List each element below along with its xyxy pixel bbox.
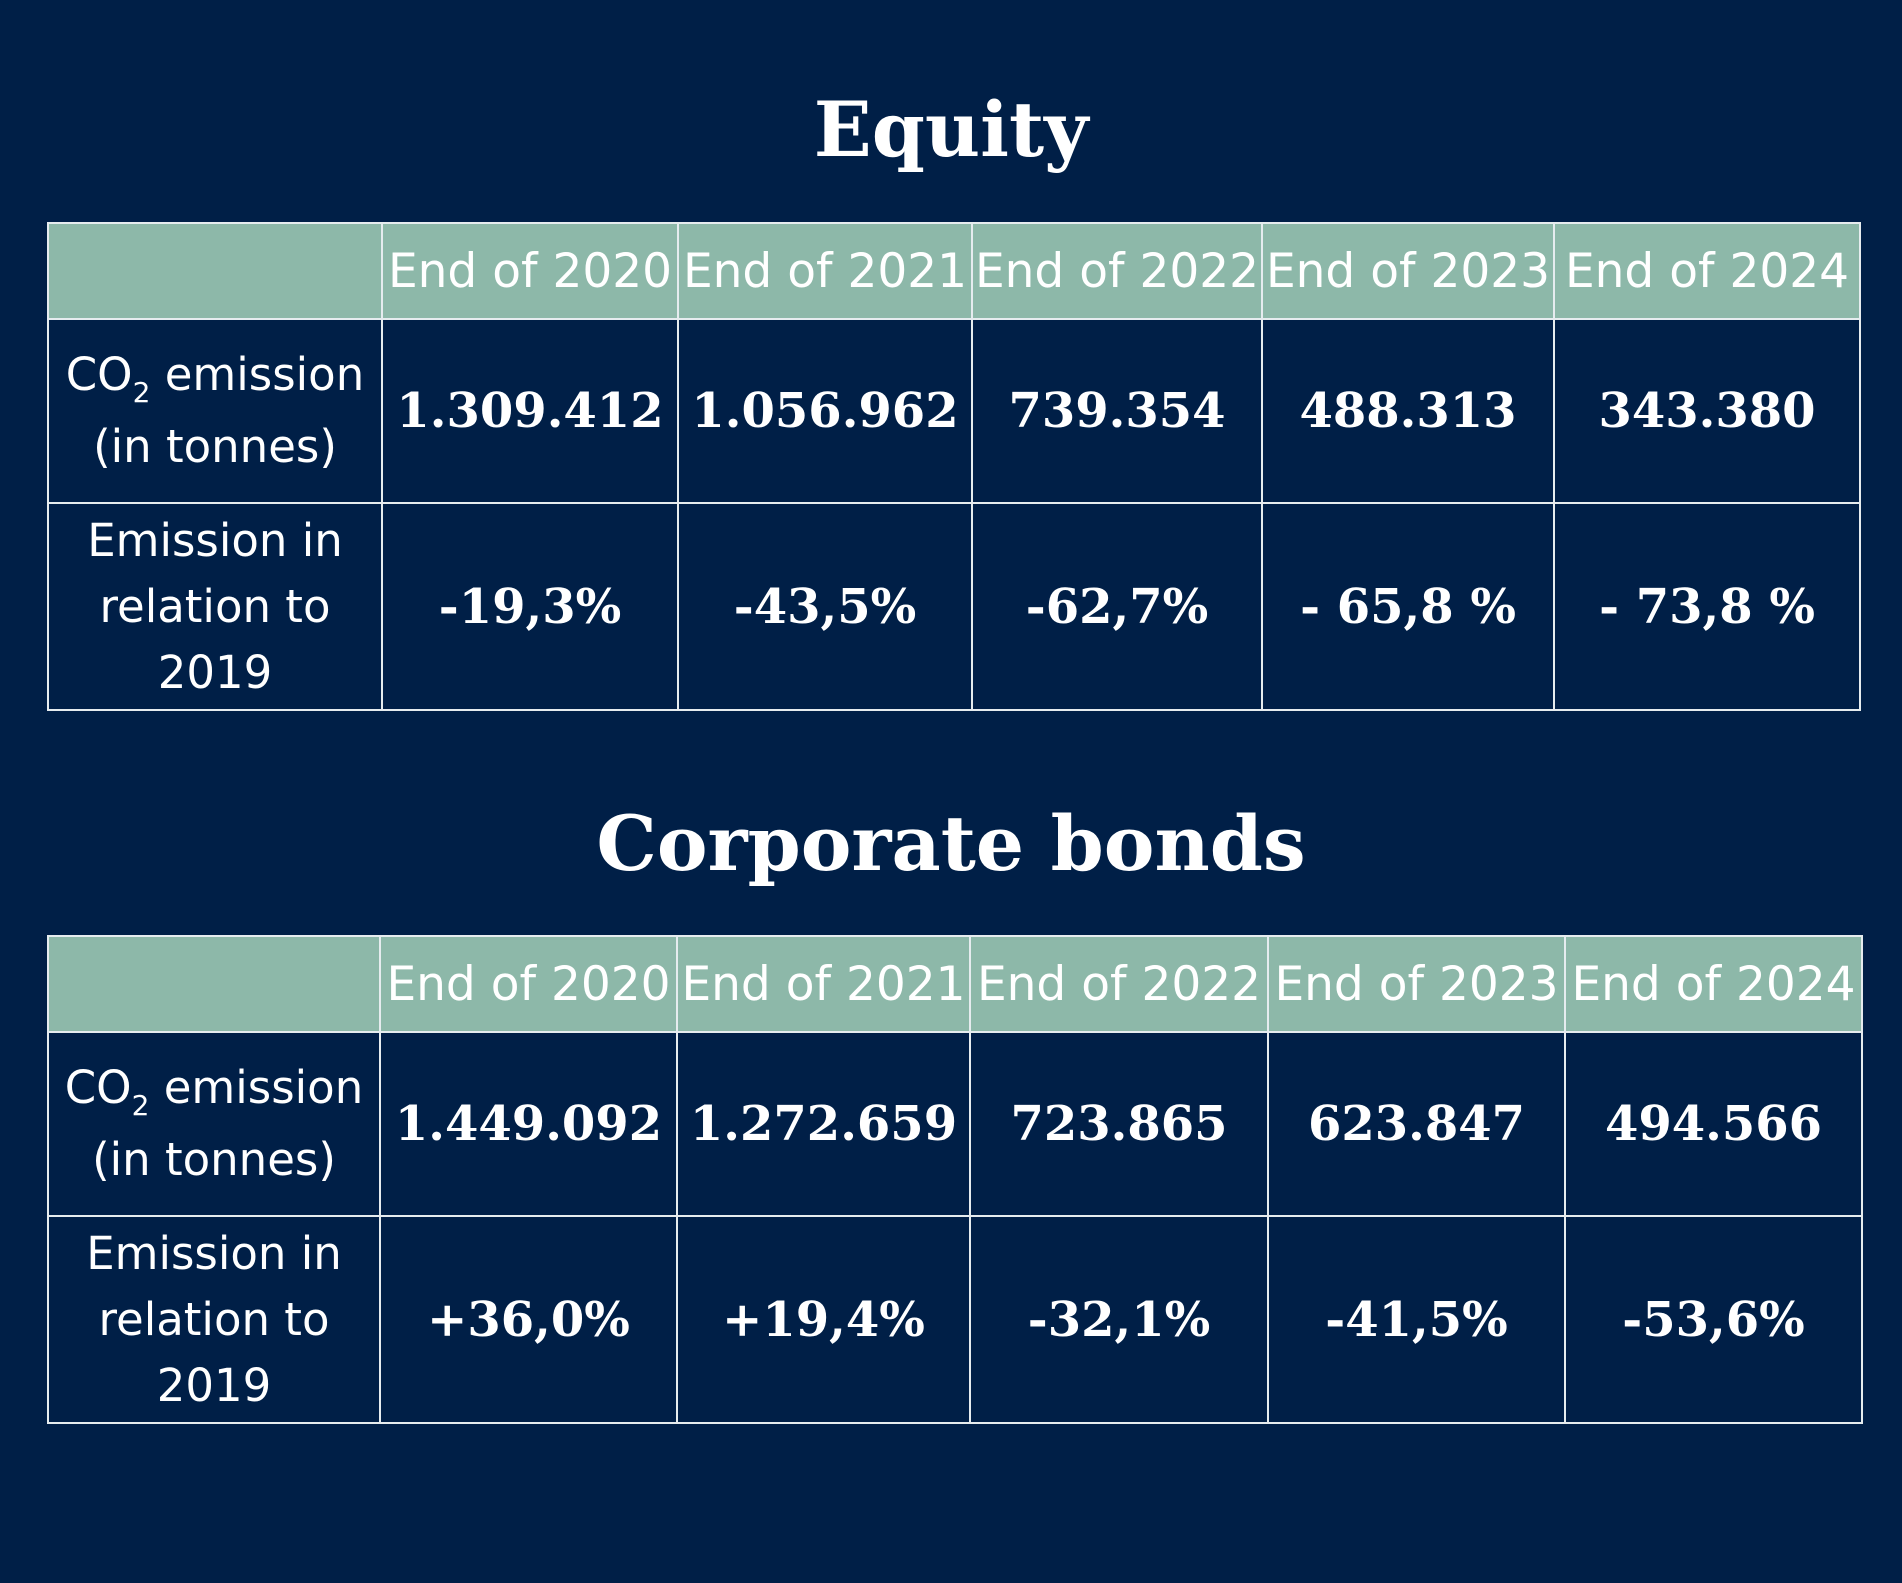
- equity-table: End of 2020 End of 2021 End of 2022 End …: [47, 222, 1861, 711]
- bonds-table: End of 2020 End of 2021 End of 2022 End …: [47, 935, 1863, 1424]
- bonds-col-header: End of 2024: [1564, 935, 1863, 1033]
- co2-label-rest: emission: [149, 1061, 364, 1114]
- relation-label-line1: Emission in: [87, 513, 343, 567]
- co2-label-unit: (in tonnes): [92, 1133, 336, 1186]
- equity-co2-value: 739.354: [971, 318, 1263, 504]
- co2-label-subscript: 2: [131, 1089, 150, 1122]
- equity-co2-label: CO2 emission (in tonnes): [47, 318, 383, 504]
- bonds-relation-value: +19,4%: [676, 1215, 971, 1424]
- co2-label-subscript: 2: [132, 376, 151, 409]
- bonds-co2-value: 1.272.659: [676, 1031, 971, 1217]
- equity-co2-row: CO2 emission (in tonnes) 1.309.412 1.056…: [47, 318, 1861, 504]
- co2-label-unit: (in tonnes): [93, 420, 337, 473]
- equity-header-row: End of 2020 End of 2021 End of 2022 End …: [47, 222, 1861, 320]
- relation-label-line3: 2019: [156, 1358, 272, 1412]
- bonds-col-header: End of 2023: [1267, 935, 1566, 1033]
- bonds-col-header: End of 2022: [969, 935, 1269, 1033]
- equity-col-header: End of 2024: [1553, 222, 1861, 320]
- bonds-relation-row: Emission in relation to 2019 +36,0% +19,…: [47, 1215, 1863, 1424]
- co2-label-rest: emission: [150, 348, 365, 401]
- equity-relation-value: -19,3%: [381, 502, 679, 711]
- equity-co2-value: 488.313: [1261, 318, 1555, 504]
- bonds-col-header: End of 2020: [379, 935, 678, 1033]
- equity-relation-label: Emission in relation to 2019: [47, 502, 383, 711]
- equity-header-corner: [47, 222, 383, 320]
- equity-relation-row: Emission in relation to 2019 -19,3% -43,…: [47, 502, 1861, 711]
- bonds-co2-value: 1.449.092: [379, 1031, 678, 1217]
- bonds-co2-value: 623.847: [1267, 1031, 1566, 1217]
- bonds-relation-value: -32,1%: [969, 1215, 1269, 1424]
- bonds-relation-value: -41,5%: [1267, 1215, 1566, 1424]
- bonds-title: Corporate bonds: [596, 799, 1306, 888]
- equity-col-header: End of 2020: [381, 222, 679, 320]
- bonds-relation-value: -53,6%: [1564, 1215, 1863, 1424]
- equity-col-header: End of 2022: [971, 222, 1263, 320]
- bonds-relation-label: Emission in relation to 2019: [47, 1215, 381, 1424]
- equity-col-header: End of 2023: [1261, 222, 1555, 320]
- co2-label-main: CO: [65, 348, 133, 401]
- bonds-col-header: End of 2021: [676, 935, 971, 1033]
- bonds-co2-value: 723.865: [969, 1031, 1269, 1217]
- equity-co2-value: 343.380: [1553, 318, 1861, 504]
- equity-co2-value: 1.309.412: [381, 318, 679, 504]
- relation-label-line2: relation to: [98, 1292, 330, 1346]
- co2-label-main: CO: [64, 1061, 132, 1114]
- equity-relation-value: -43,5%: [677, 502, 973, 711]
- bonds-co2-label: CO2 emission (in tonnes): [47, 1031, 381, 1217]
- bonds-header-row: End of 2020 End of 2021 End of 2022 End …: [47, 935, 1863, 1033]
- bonds-relation-value: +36,0%: [379, 1215, 678, 1424]
- equity-col-header: End of 2021: [677, 222, 973, 320]
- equity-relation-value: - 73,8 %: [1553, 502, 1861, 711]
- equity-relation-value: - 65,8 %: [1261, 502, 1555, 711]
- relation-label-line1: Emission in: [86, 1226, 342, 1280]
- equity-title: Equity: [813, 85, 1089, 174]
- bonds-co2-row: CO2 emission (in tonnes) 1.449.092 1.272…: [47, 1031, 1863, 1217]
- relation-label-line3: 2019: [157, 645, 273, 699]
- relation-label-line2: relation to: [99, 579, 331, 633]
- equity-co2-value: 1.056.962: [677, 318, 973, 504]
- bonds-co2-value: 494.566: [1564, 1031, 1863, 1217]
- bonds-header-corner: [47, 935, 381, 1033]
- equity-relation-value: -62,7%: [971, 502, 1263, 711]
